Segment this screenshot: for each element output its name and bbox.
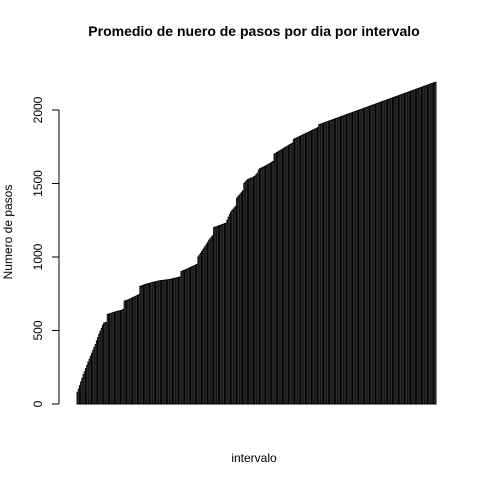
x-axis-label: intervalo — [231, 451, 277, 465]
chart-title: Promedio de nuero de pasos por dia por i… — [88, 23, 419, 39]
y-axis-label: Numero de pasos — [1, 185, 15, 280]
y-axis: 0 500 1000 1500 2000 — [31, 96, 60, 407]
y-tick-label: 2000 — [31, 96, 45, 123]
bars-group — [76, 81, 437, 405]
y-tick-label: 1000 — [31, 243, 45, 270]
y-tick-label: 500 — [31, 320, 45, 340]
y-tick-label: 1500 — [31, 170, 45, 197]
bar — [434, 81, 437, 405]
y-tick-label: 0 — [31, 400, 45, 407]
